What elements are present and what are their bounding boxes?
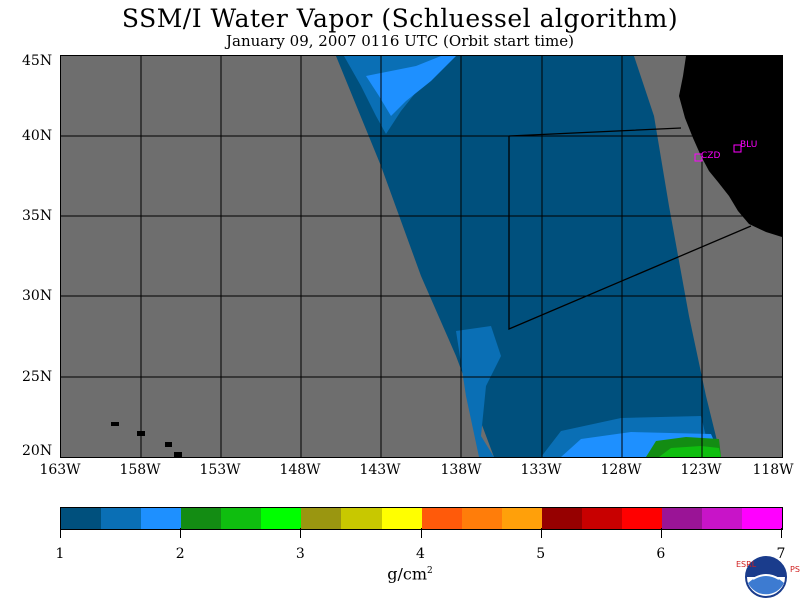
graticule <box>61 56 782 457</box>
colorbar-cell <box>461 508 502 529</box>
lon-label: 143W <box>359 462 401 478</box>
colorbar-tick-mark <box>781 528 782 538</box>
station-marker-czd <box>694 153 703 162</box>
colorbar-tick-mark <box>60 528 61 538</box>
colorbar-tick-label: 5 <box>536 546 546 562</box>
swath-bright-north <box>366 56 456 116</box>
land-california <box>679 56 782 237</box>
study-region-outline <box>508 127 752 330</box>
colorbar-cell <box>421 508 462 529</box>
station-label-blu: BLU <box>740 140 757 150</box>
colorbar-cell <box>661 508 702 529</box>
colorbar-cell <box>501 508 542 529</box>
colorbar-tick-mark <box>300 528 301 538</box>
colorbar-cell <box>341 508 382 529</box>
colorbar-cell <box>541 508 582 529</box>
colorbar <box>60 507 783 530</box>
colorbar-tick-label: 6 <box>656 546 666 562</box>
swath-edge-west <box>456 326 501 457</box>
lon-label: 163W <box>39 462 81 478</box>
water-vapor-map: CZD BLU <box>61 56 782 457</box>
lat-label: 20N <box>22 443 53 459</box>
colorbar-tick-mark <box>541 528 542 538</box>
noaa-logo-icon <box>745 556 787 598</box>
swath-south-band-brightgreen <box>659 446 721 457</box>
island <box>165 442 172 447</box>
colorbar-tick-mark <box>421 528 422 538</box>
colorbar-cell <box>742 508 783 529</box>
lon-label: 158W <box>119 462 161 478</box>
colorbar-tick-label: 3 <box>295 546 305 562</box>
chart-subtitle: January 09, 2007 0116 UTC (Orbit start t… <box>226 32 574 50</box>
logo-left-letters: ESRL <box>736 560 757 569</box>
lat-label: 25N <box>22 369 53 385</box>
lat-label: 35N <box>22 208 53 224</box>
colorbar-cell <box>702 508 743 529</box>
station-marker-blu <box>733 144 742 153</box>
map-panel: CZD BLU <box>60 55 783 458</box>
colorbar-tick-label: 2 <box>175 546 185 562</box>
lon-label: 153W <box>199 462 241 478</box>
island <box>174 452 182 457</box>
satellite-swath <box>336 56 721 457</box>
colorbar-tick-label: 1 <box>55 546 65 562</box>
colorbar-unit: g/cm2 <box>387 564 433 584</box>
colorbar-cell <box>381 508 422 529</box>
colorbar-cell <box>181 508 222 529</box>
chart-title: SSM/I Water Vapor (Schluessel algorithm) <box>121 4 679 33</box>
colorbar-cell <box>141 508 182 529</box>
colorbar-cell <box>261 508 302 529</box>
colorbar-cell <box>101 508 142 529</box>
lon-label: 138W <box>440 462 482 478</box>
colorbar-tick-mark <box>180 528 181 538</box>
lat-label: 30N <box>22 288 53 304</box>
colorbar-tick-label: 7 <box>776 546 786 562</box>
colorbar-cell <box>221 508 262 529</box>
lon-label: 123W <box>680 462 722 478</box>
colorbar-cell <box>621 508 662 529</box>
colorbar-tick-mark <box>661 528 662 538</box>
lon-label: 148W <box>279 462 321 478</box>
colorbar-cell <box>301 508 342 529</box>
lon-label: 133W <box>520 462 562 478</box>
logo-right-letters: PSD <box>790 565 800 574</box>
colorbar-tick-label: 4 <box>416 546 425 562</box>
lat-label: 40N <box>22 128 53 144</box>
lat-label: 45N <box>22 53 53 69</box>
colorbar-cell <box>581 508 622 529</box>
station-label-czd: CZD <box>701 151 720 161</box>
colorbar-cell <box>61 508 102 529</box>
island <box>111 422 119 426</box>
lon-label: 118W <box>752 462 794 478</box>
lon-label: 128W <box>600 462 642 478</box>
